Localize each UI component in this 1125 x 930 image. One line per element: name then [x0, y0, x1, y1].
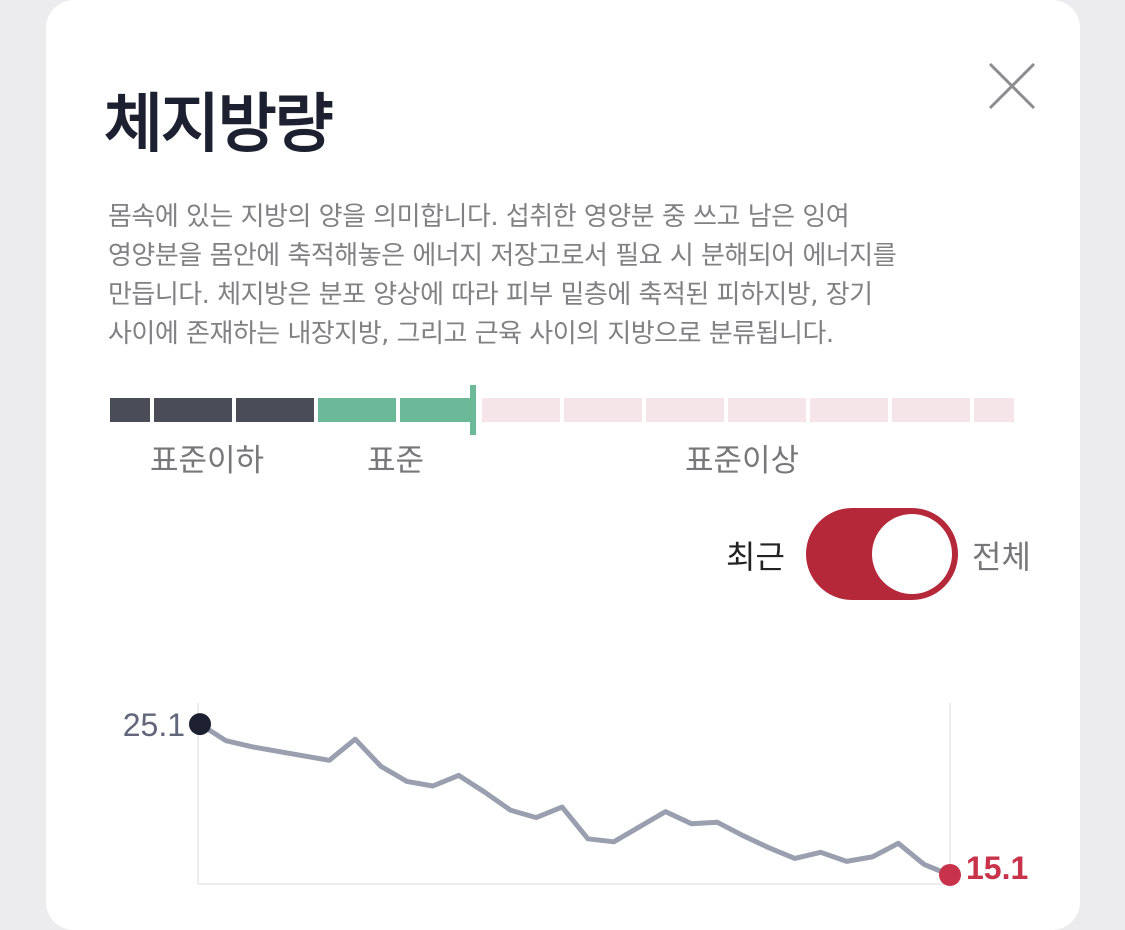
last-data-point[interactable]	[939, 864, 961, 886]
first-value-label: 25.1	[123, 707, 185, 743]
trend-line	[200, 724, 950, 875]
body-fat-trend-chart: 25.1 15.1	[0, 0, 1125, 906]
first-data-point[interactable]	[189, 713, 211, 735]
last-value-label: 15.1	[966, 850, 1028, 886]
